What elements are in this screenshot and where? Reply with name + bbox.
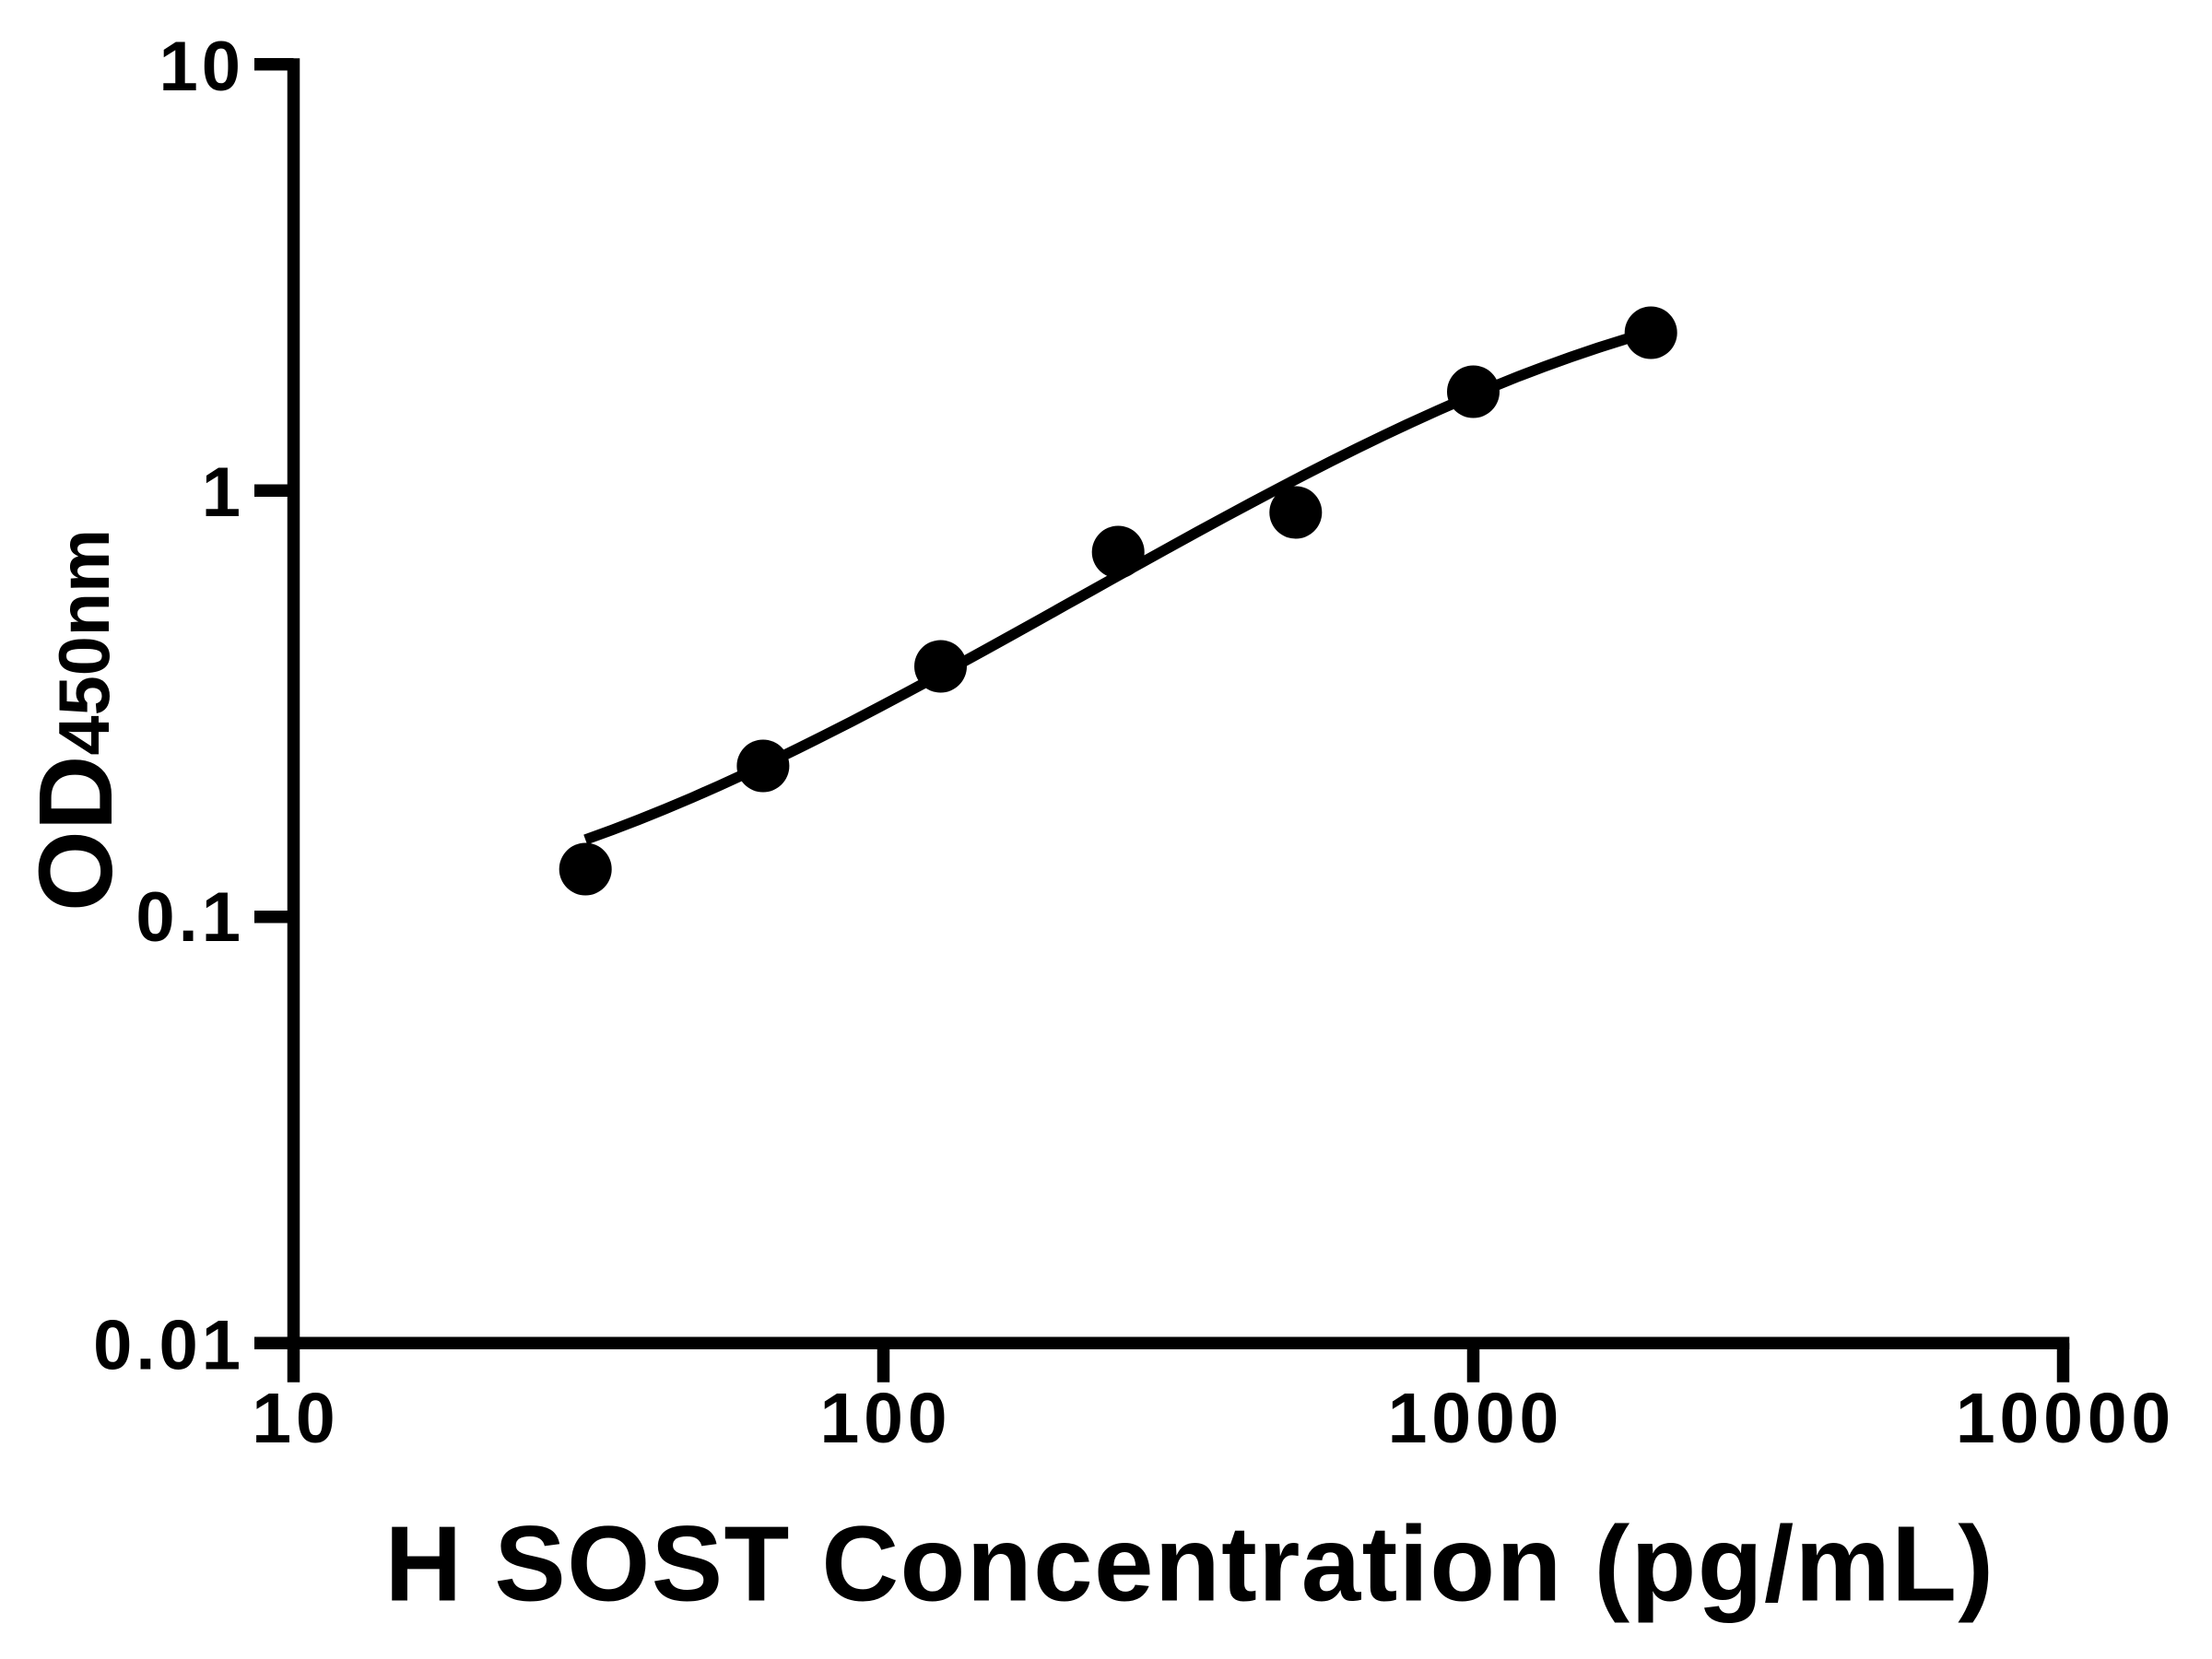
svg-text:100: 100 — [819, 1379, 951, 1458]
svg-text:0.1: 0.1 — [135, 878, 244, 957]
svg-text:0.01: 0.01 — [93, 1307, 244, 1385]
svg-text:1: 1 — [202, 453, 244, 532]
svg-text:10000: 10000 — [1956, 1379, 2175, 1458]
svg-text:H SOST Concentration (pg/mL): H SOST Concentration (pg/mL) — [385, 1503, 1995, 1623]
svg-text:10: 10 — [252, 1379, 339, 1458]
svg-text:1000: 1000 — [1388, 1379, 1564, 1458]
svg-text:10: 10 — [159, 28, 244, 106]
